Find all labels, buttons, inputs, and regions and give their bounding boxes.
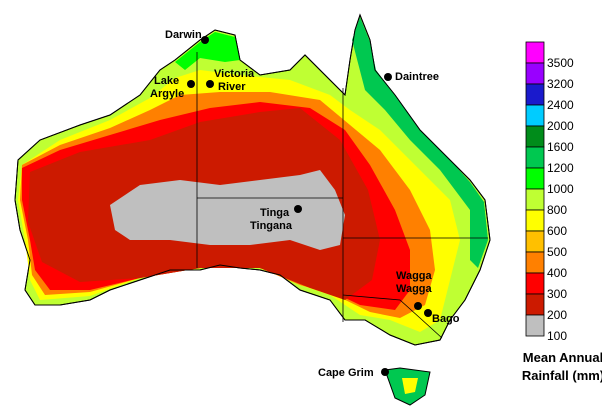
wagga-wagga-label-2: Wagga [396, 283, 433, 295]
lake-argyle-label: Lake [154, 75, 179, 87]
legend-label: 200 [547, 308, 567, 322]
lake-argyle-marker [187, 80, 195, 88]
legend-label: 100 [547, 329, 567, 343]
legend-swatch [525, 125, 545, 148]
legend-title-1: Mean Annual [523, 350, 602, 365]
legend-swatch [525, 293, 545, 316]
legend-label: 300 [547, 287, 567, 301]
australia-mainland [14, 13, 491, 346]
legend-label: 3200 [547, 77, 574, 91]
daintree-label: Daintree [395, 71, 439, 83]
legend-swatch [525, 209, 545, 232]
cape-grim-label: Cape Grim [318, 367, 374, 379]
legend-swatch [525, 41, 545, 64]
tasmania-inner [402, 378, 418, 394]
coastline [14, 13, 491, 346]
legend-swatch [525, 188, 545, 211]
legend-swatch [525, 62, 545, 85]
cape-grim-marker [381, 368, 389, 376]
legend-swatch [525, 251, 545, 274]
victoria-river-marker [206, 80, 214, 88]
legend-label: 3500 [547, 56, 574, 70]
tinga-tingana-marker [294, 205, 302, 213]
tinga-tingana-label-2: Tingana [250, 220, 293, 232]
legend-swatch [525, 83, 545, 106]
victoria-river-label-2: River [218, 81, 246, 93]
legend-swatch [525, 314, 545, 337]
legend-label: 400 [547, 266, 567, 280]
place-markers: Darwin Lake Argyle Victoria River Daintr… [150, 29, 460, 379]
legend-swatch [525, 272, 545, 295]
darwin-label: Darwin [165, 29, 202, 41]
legend-swatch [525, 167, 545, 190]
daintree-marker [384, 73, 392, 81]
state-borders [196, 52, 488, 339]
rainfall-zone-north-green [175, 32, 240, 70]
wagga-wagga-marker [414, 302, 422, 310]
legend-title-2: Rainfall (mm) [522, 368, 602, 383]
legend-label: 500 [547, 245, 567, 259]
rainfall-zone-gray [110, 170, 345, 250]
legend: 3500 3200 2400 2000 1600 1200 1000 800 600 500 400… [525, 41, 574, 343]
legend-swatch [525, 146, 545, 169]
wagga-wagga-label: Wagga [396, 270, 433, 282]
legend-label: 1200 [547, 161, 574, 175]
legend-swatch [525, 230, 545, 253]
legend-label: 1000 [547, 182, 574, 196]
darwin-marker [201, 36, 209, 44]
tinga-tingana-label: Tinga [260, 207, 290, 219]
victoria-river-label: Victoria [214, 68, 255, 80]
legend-label: 800 [547, 203, 567, 217]
legend-swatch [525, 104, 545, 127]
legend-label: 600 [547, 224, 567, 238]
bago-marker [424, 309, 432, 317]
legend-label: 2400 [547, 98, 574, 112]
legend-label: 2000 [547, 119, 574, 133]
rainfall-zone-east-green [352, 17, 488, 268]
lake-argyle-label-2: Argyle [150, 88, 184, 100]
bago-label: Bago [432, 313, 460, 325]
legend-label: 1600 [547, 140, 574, 154]
